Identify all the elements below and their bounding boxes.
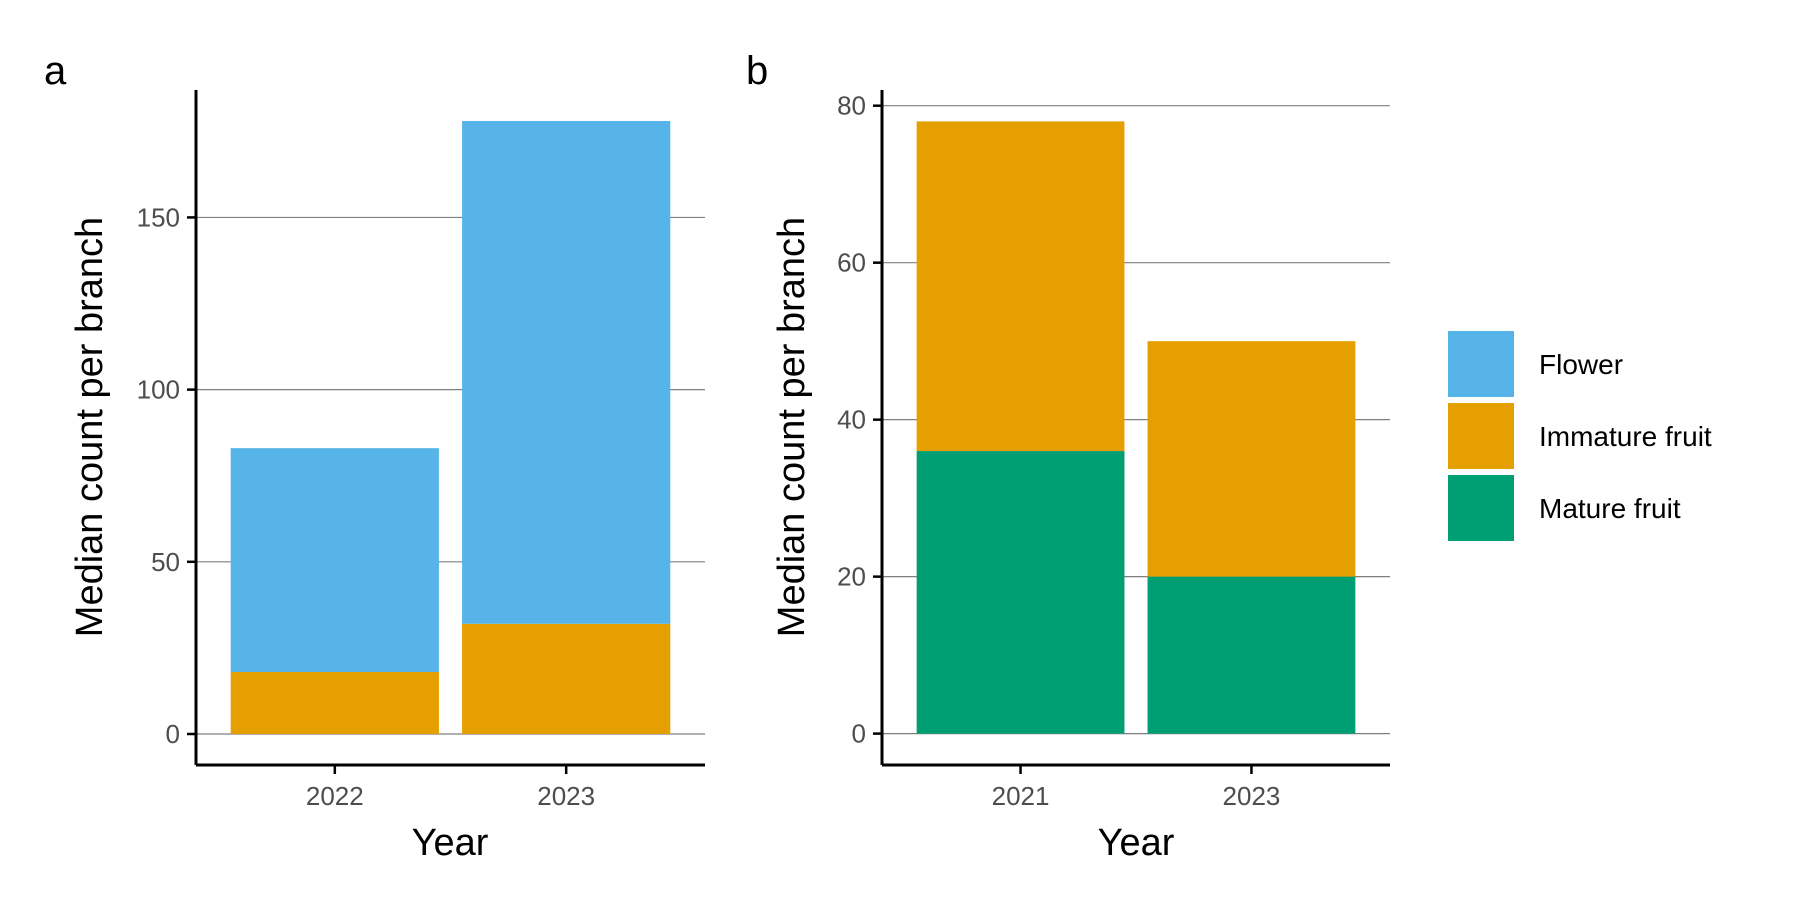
legend: Flower Immature fruit Mature fruit xyxy=(1448,331,1712,541)
panel-a-x-axis-title: Year xyxy=(412,822,489,864)
legend-swatch-mature-fruit xyxy=(1448,475,1514,541)
panel-b-y-tick-label-80: 80 xyxy=(837,91,866,121)
panel-a-bars xyxy=(230,120,671,735)
panel-a-y-axis-title: Median count per branch xyxy=(69,217,111,637)
panel-b-y-tick-label-60: 60 xyxy=(837,248,866,278)
panel-b-x-tick-label-2023: 2023 xyxy=(1223,781,1281,811)
panel-a-y-tick-label-50: 50 xyxy=(151,547,180,577)
panel-b-bar-2023-mature-fruit xyxy=(1147,576,1356,734)
panel-b-bar-2023-immature-fruit xyxy=(1147,341,1356,577)
legend-label-flower: Flower xyxy=(1539,349,1623,380)
panel-b-tag: b xyxy=(746,49,768,93)
panel-b: b 0 20 40 60 80 2021 2023 Year Median count p… xyxy=(746,49,1390,864)
panel-a-bar-2022-immature-fruit xyxy=(230,672,439,735)
panel-b-bar-2021-mature-fruit xyxy=(916,451,1125,734)
panel-a-bar-2022-flower xyxy=(230,448,439,673)
panel-b-y-axis-title: Median count per branch xyxy=(771,217,813,637)
panel-b-y-tick-label-20: 20 xyxy=(837,562,866,592)
legend-label-immature-fruit: Immature fruit xyxy=(1539,421,1712,452)
panel-a-y-tick-label-100: 100 xyxy=(137,375,180,405)
legend-label-mature-fruit: Mature fruit xyxy=(1539,493,1681,524)
panel-a-x-tick-label-2023: 2023 xyxy=(537,781,595,811)
legend-swatch-immature-fruit xyxy=(1448,403,1514,469)
panel-a-y-ticks: 0 50 100 150 xyxy=(137,202,196,749)
panel-a-bar-2023-flower xyxy=(462,120,671,624)
panel-b-bars xyxy=(916,121,1356,734)
panel-b-axes xyxy=(880,90,1390,767)
panel-b-x-axis-title: Year xyxy=(1098,822,1175,864)
panel-a-tag: a xyxy=(44,49,67,93)
panel-b-y-ticks: 0 20 40 60 80 xyxy=(837,91,882,749)
panel-a-x-ticks: 2022 2023 xyxy=(306,765,595,811)
panel-a-x-tick-label-2022: 2022 xyxy=(306,781,364,811)
panel-a-y-tick-label-0: 0 xyxy=(166,719,180,749)
panel-a-axes xyxy=(194,90,705,767)
legend-swatch-flower xyxy=(1448,331,1514,397)
panel-a-y-tick-label-150: 150 xyxy=(137,202,180,232)
panel-a-bar-2023-immature-fruit xyxy=(462,623,671,735)
panel-b-x-tick-label-2021: 2021 xyxy=(992,781,1050,811)
panel-b-x-ticks: 2021 2023 xyxy=(992,765,1281,811)
panel-a: a 0 50 100 150 2022 2023 Year Median count p… xyxy=(44,49,705,864)
panel-b-bar-2021-immature-fruit xyxy=(916,121,1125,452)
panel-b-y-tick-label-0: 0 xyxy=(852,719,866,749)
panel-b-y-tick-label-40: 40 xyxy=(837,405,866,435)
